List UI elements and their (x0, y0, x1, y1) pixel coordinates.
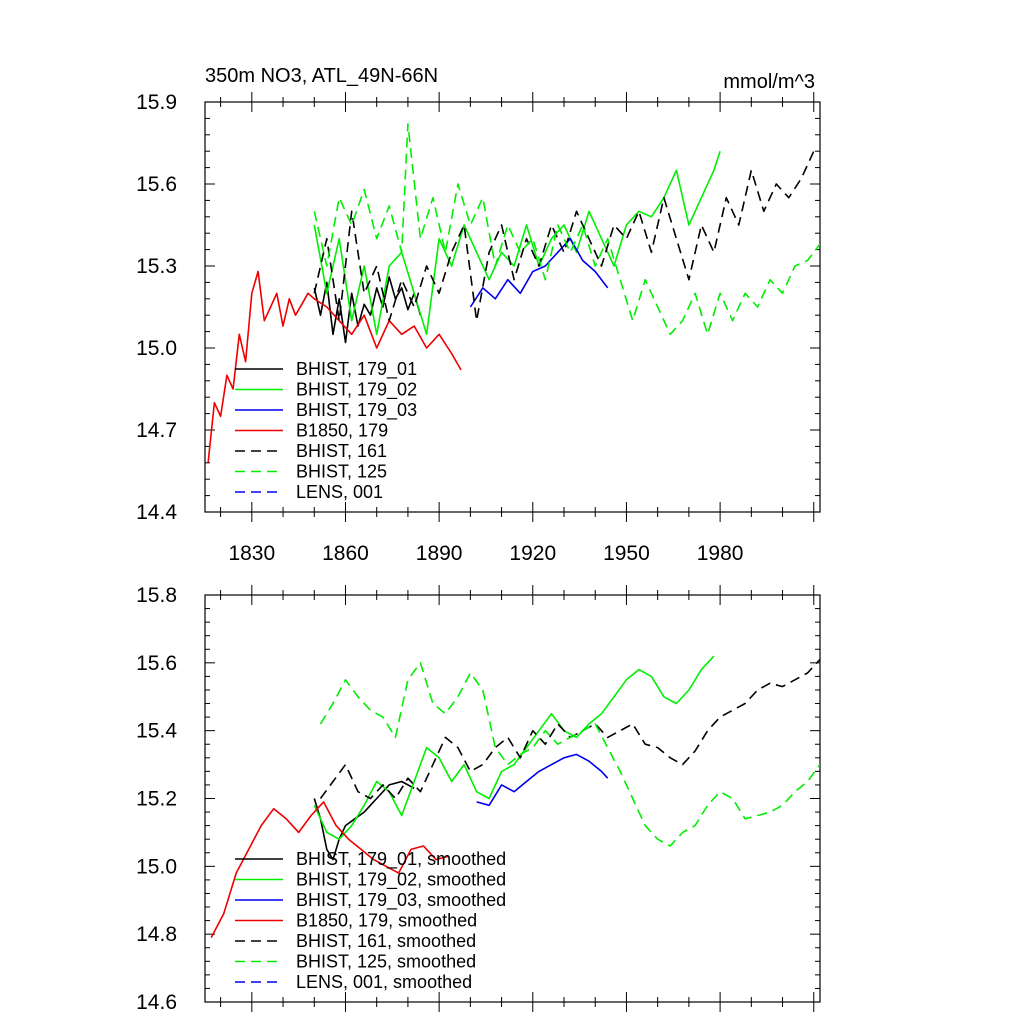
y-tick-label: 14.4 (136, 501, 177, 524)
x-tick-label: 1890 (416, 542, 463, 565)
x-tick-label: 1920 (509, 542, 556, 565)
legend-label-bhist-125-smoothed: BHIST, 125, smoothed (296, 952, 476, 972)
y-tick-label: 15.4 (136, 720, 177, 743)
legend-label-bhist-179-03-smoothed: BHIST, 179_03, smoothed (296, 890, 506, 911)
legend-label-lens-001: LENS, 001 (296, 482, 383, 502)
legend-label-bhist-125: BHIST, 125 (296, 462, 387, 482)
series-line-bhist-179-03-smoothed (476, 753, 609, 807)
x-tick-label: 1860 (322, 542, 369, 565)
series-line-b1850-179 (207, 270, 462, 463)
x-tick-label: 1830 (228, 542, 275, 565)
series-line-bhist-125-smoothed (319, 661, 820, 847)
series-lines (210, 655, 820, 938)
plot-frame (204, 101, 821, 513)
series-line-bhist-179-01 (313, 276, 422, 344)
series-line-bhist-179-01-smoothed (313, 780, 415, 861)
legend-label-bhist-179-01-smoothed: BHIST, 179_01, smoothed (296, 849, 506, 870)
series-line-b1850-179-smoothed (210, 801, 449, 938)
legend-label-b1850-179: B1850, 179 (296, 421, 388, 441)
chart-title: 350m NO3, ATL_49N-66N (205, 65, 438, 87)
y-tick-label: 14.6 (136, 991, 177, 1014)
y-tick-label: 15.2 (136, 788, 177, 811)
legend-label-lens-001-smoothed: LENS, 001, smoothed (296, 972, 472, 992)
legend-label-bhist-179-02: BHIST, 179_02 (296, 380, 417, 401)
y-tick-label: 15.9 (136, 91, 177, 114)
units-label: mmol/m^3 (723, 71, 815, 93)
legend-label-bhist-179-03: BHIST, 179_03 (296, 400, 417, 421)
x-tick-label: 1950 (603, 542, 650, 565)
y-tick-label: 15.0 (136, 337, 177, 360)
y-tick-label: 15.0 (136, 855, 177, 878)
legend-label-bhist-179-01: BHIST, 179_01 (296, 359, 417, 380)
bottom-panel: 14.6 14.8 15.0 15.2 15.4 15.6 15.8 BHIST, 179_0… (136, 584, 821, 1014)
series-line-bhist-179-03 (469, 237, 609, 308)
series-line-bhist-179-02-smoothed (313, 655, 715, 841)
y-tick-label: 15.8 (136, 584, 177, 607)
series-line-bhist-179-02 (313, 150, 721, 336)
x-tick-label: 1980 (697, 542, 744, 565)
legend-label-bhist-161: BHIST, 161 (296, 441, 387, 461)
y-tick-label: 15.6 (136, 173, 177, 196)
legend-label-bhist-161-smoothed: BHIST, 161, smoothed (296, 931, 476, 951)
y-tick-label: 14.7 (136, 419, 177, 442)
y-tick-label: 15.3 (136, 255, 177, 278)
y-tick-label: 15.6 (136, 652, 177, 675)
series-lines (207, 123, 820, 463)
legend-label-b1850-179-smoothed: B1850, 179, smoothed (296, 911, 477, 931)
top-panel: 14.4 14.7 15.0 15.3 15.6 15.9 1830 1860 1890 1920… (136, 65, 821, 565)
y-tick-label: 14.8 (136, 923, 177, 946)
legend-label-bhist-179-02-smoothed: BHIST, 179_02, smoothed (296, 870, 506, 891)
